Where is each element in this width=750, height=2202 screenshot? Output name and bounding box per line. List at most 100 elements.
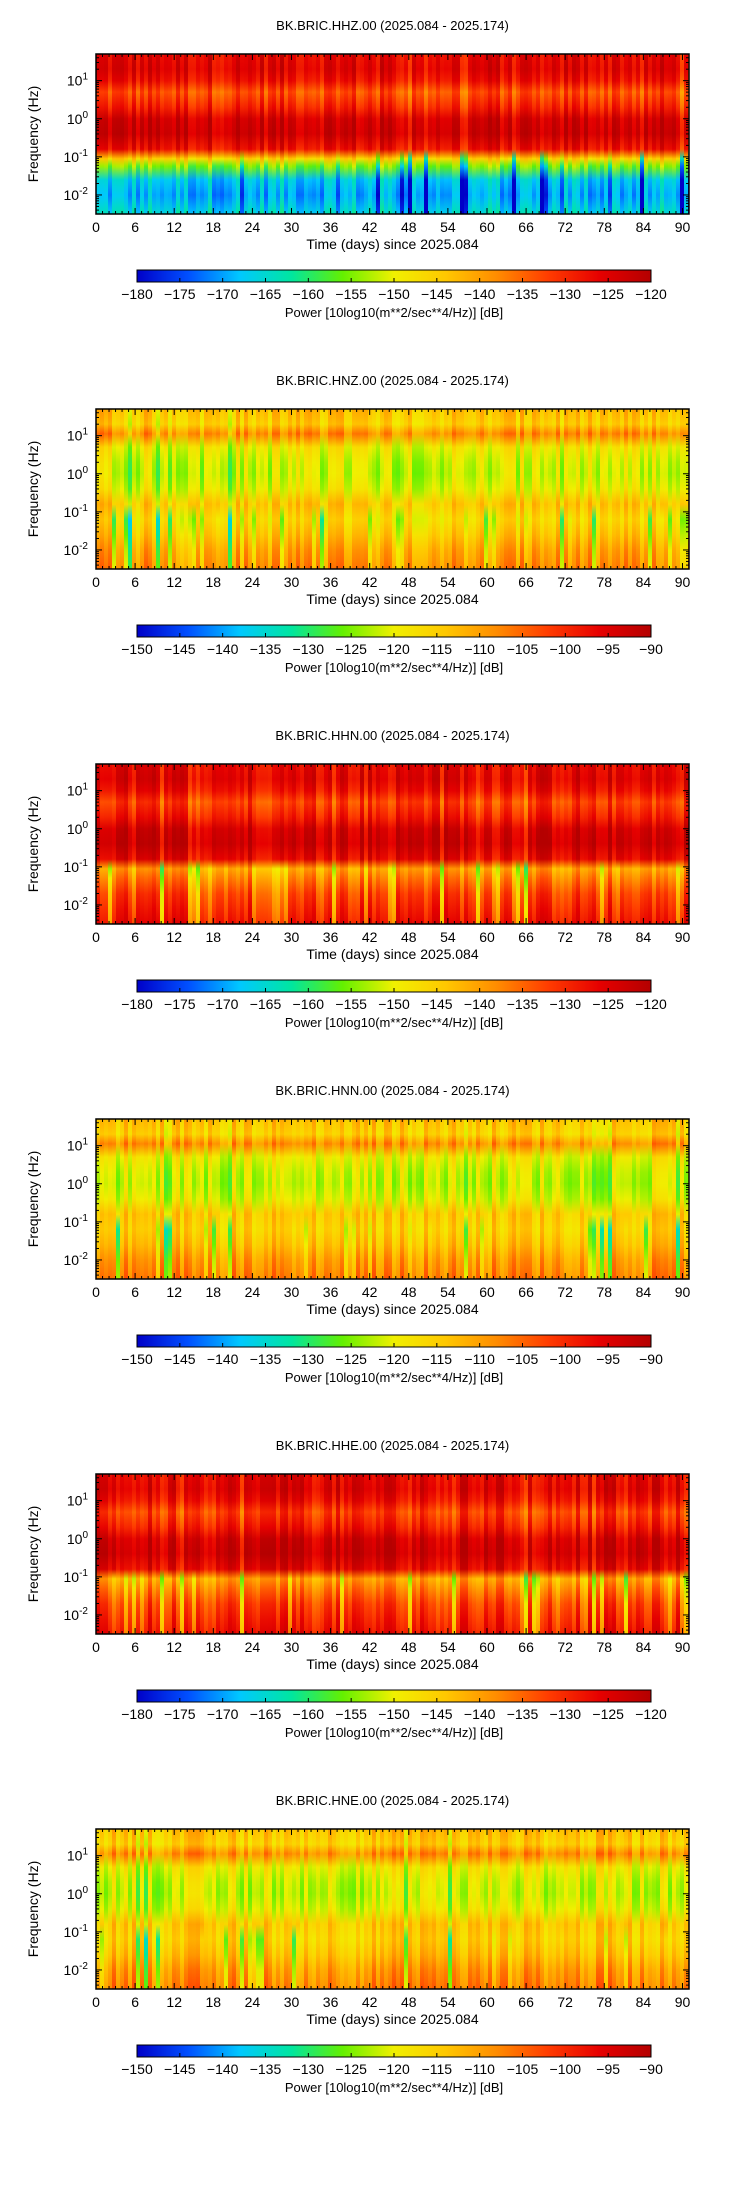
spectrogram-column bbox=[480, 409, 485, 569]
spectrogram-column bbox=[416, 409, 421, 569]
spectrogram-column bbox=[224, 1474, 229, 1634]
colorbar-label: Power [10log10(m**2/sec**4/Hz)] [dB] bbox=[285, 1015, 503, 1030]
spectrogram-column bbox=[456, 409, 461, 569]
spectrogram-column bbox=[596, 54, 601, 214]
spectrogram-column bbox=[116, 409, 121, 569]
spectrogram-column bbox=[308, 1119, 313, 1279]
spectrogram-column bbox=[132, 1119, 137, 1279]
spectrogram-column bbox=[640, 1474, 645, 1634]
y-tick-label: 10-1 bbox=[64, 148, 89, 165]
spectrogram-column bbox=[304, 1119, 309, 1279]
spectrogram-column bbox=[592, 764, 597, 924]
spectrogram-column bbox=[456, 764, 461, 924]
spectrogram-column bbox=[504, 1829, 509, 1989]
spectrogram-column bbox=[296, 1119, 301, 1279]
x-tick-label: 0 bbox=[92, 929, 100, 945]
y-tick-label: 10-2 bbox=[64, 896, 89, 913]
spectrogram-column bbox=[300, 54, 305, 214]
spectrogram-column bbox=[628, 1119, 633, 1279]
spectrogram-column bbox=[392, 54, 397, 214]
spectrogram-column bbox=[284, 764, 289, 924]
spectrogram-column bbox=[496, 54, 501, 214]
spectrogram-column bbox=[464, 54, 469, 214]
spectrogram-column bbox=[648, 1474, 653, 1634]
spectrogram-column bbox=[364, 1119, 369, 1279]
spectrogram-column bbox=[476, 1119, 481, 1279]
spectrogram-column bbox=[668, 764, 673, 924]
spectrogram-column bbox=[552, 1829, 557, 1989]
spectrogram-column bbox=[156, 54, 161, 214]
spectrogram-column bbox=[308, 1829, 313, 1989]
spectrogram-column bbox=[112, 409, 117, 569]
x-tick-label: 66 bbox=[518, 219, 534, 235]
spectrogram-column bbox=[368, 1829, 373, 1989]
colorbar-tick-label: −130 bbox=[293, 2061, 325, 2077]
spectrogram-column bbox=[320, 54, 325, 214]
spectrogram-column bbox=[500, 1474, 505, 1634]
y-axis-label: Frequency (Hz) bbox=[25, 86, 41, 182]
spectrogram-column bbox=[216, 1119, 221, 1279]
spectrogram-column bbox=[232, 764, 237, 924]
spectrogram-column bbox=[136, 54, 141, 214]
x-tick-label: 18 bbox=[206, 1284, 222, 1300]
spectrogram-column bbox=[120, 764, 125, 924]
colorbar-label: Power [10log10(m**2/sec**4/Hz)] [dB] bbox=[285, 305, 503, 320]
spectrogram-column bbox=[248, 54, 253, 214]
spectrogram-column bbox=[344, 1829, 349, 1989]
colorbar-tick-label: −130 bbox=[550, 996, 582, 1012]
spectrogram-column bbox=[236, 1829, 241, 1989]
spectrogram-column bbox=[536, 1119, 541, 1279]
spectrogram-column bbox=[224, 409, 229, 569]
spectrogram-column bbox=[244, 409, 249, 569]
x-tick-label: 54 bbox=[440, 1994, 456, 2010]
spectrogram-column bbox=[628, 1474, 633, 1634]
spectrogram-column bbox=[484, 764, 489, 924]
spectrogram-column bbox=[140, 1119, 145, 1279]
spectrogram-column bbox=[584, 409, 589, 569]
colorbar-tick-label: −140 bbox=[207, 641, 239, 657]
spectrogram-column bbox=[200, 54, 205, 214]
spectrogram-column bbox=[352, 1829, 357, 1989]
spectrogram-column bbox=[476, 1474, 481, 1634]
spectrogram-column bbox=[188, 764, 193, 924]
spectrogram-column bbox=[668, 1474, 673, 1634]
spectrogram-column bbox=[328, 54, 333, 214]
x-tick-label: 72 bbox=[557, 1284, 573, 1300]
spectrogram-column bbox=[416, 764, 421, 924]
spectrogram-column bbox=[400, 1474, 405, 1634]
spectrogram-column bbox=[652, 54, 657, 214]
spectrogram-column bbox=[348, 764, 353, 924]
spectrogram-column bbox=[320, 1474, 325, 1634]
spectrogram-column bbox=[516, 764, 521, 924]
spectrogram-column bbox=[196, 409, 201, 569]
spectrogram-column bbox=[356, 409, 361, 569]
spectrogram-column bbox=[432, 1119, 437, 1279]
spectrogram-column bbox=[664, 764, 669, 924]
spectrogram-column bbox=[496, 1474, 501, 1634]
spectrogram-column bbox=[644, 1119, 649, 1279]
colorbar-tick-label: −130 bbox=[550, 1706, 582, 1722]
x-tick-label: 36 bbox=[323, 219, 339, 235]
spectrogram-column bbox=[280, 409, 285, 569]
spectrogram-column bbox=[580, 1474, 585, 1634]
spectrogram-column bbox=[660, 54, 665, 214]
y-tick-label: 101 bbox=[67, 782, 89, 799]
chart-title: BK.BRIC.HNZ.00 (2025.084 - 2025.174) bbox=[276, 373, 509, 388]
spectrogram-column bbox=[476, 764, 481, 924]
spectrogram-column bbox=[680, 409, 685, 569]
colorbar-tick-label: −170 bbox=[207, 996, 239, 1012]
x-tick-label: 42 bbox=[362, 929, 378, 945]
spectrogram-column bbox=[360, 409, 365, 569]
spectrogram-column bbox=[304, 1474, 309, 1634]
spectrogram-column bbox=[508, 1119, 513, 1279]
spectrogram-column bbox=[588, 1119, 593, 1279]
spectrogram-column bbox=[192, 1829, 197, 1989]
spectrogram-column bbox=[268, 1829, 273, 1989]
spectrogram-column bbox=[120, 54, 125, 214]
spectrogram-column bbox=[416, 1119, 421, 1279]
spectrogram-column bbox=[168, 1829, 173, 1989]
spectrogram-column bbox=[156, 1119, 161, 1279]
spectrogram-column bbox=[248, 1119, 253, 1279]
spectrogram-column bbox=[480, 764, 485, 924]
spectrogram-column bbox=[104, 1119, 109, 1279]
